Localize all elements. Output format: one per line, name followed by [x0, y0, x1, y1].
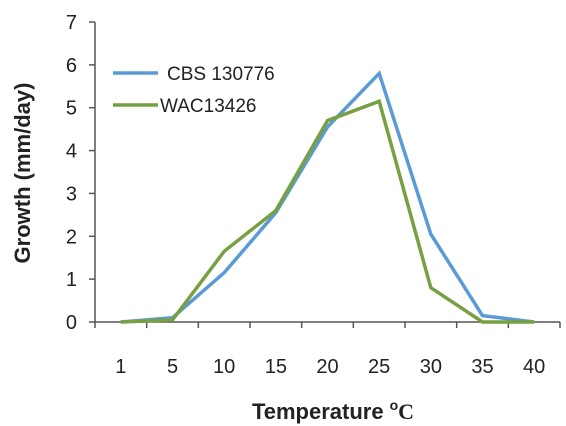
legend-label-2: WAC13426 [160, 96, 256, 117]
x-axis-title: Temperature oC [252, 397, 414, 424]
y-tick-label: 7 [66, 12, 77, 34]
legend: CBS 130776 WAC13426 [113, 64, 275, 117]
y-tick-label: 0 [66, 312, 77, 334]
y-tick-label: 5 [66, 98, 77, 120]
legend-label-1: CBS 130776 [167, 64, 275, 85]
x-tick-label: 1 [115, 356, 126, 378]
series-line-2 [120, 98, 535, 324]
x-axis-title-text: Temperature [252, 399, 384, 424]
series-line-1 [120, 70, 535, 324]
x-tick-label: 30 [420, 356, 442, 378]
x-tick-label: 20 [316, 356, 338, 378]
x-axis-title-degree: o [390, 397, 399, 413]
y-axis-title: Growth (mm/day) [10, 83, 35, 264]
y-tick-label: 2 [66, 226, 77, 248]
series-lines [120, 70, 535, 324]
x-axis-title-unit: C [398, 399, 414, 424]
x-tick-label: 5 [167, 356, 178, 378]
x-tick-label: 40 [523, 356, 545, 378]
x-tick-label: 35 [471, 356, 493, 378]
x-tick-label: 15 [265, 356, 287, 378]
x-tick-label: 10 [213, 356, 235, 378]
y-tick-label: 1 [66, 269, 77, 291]
y-tick-label: 4 [66, 141, 77, 163]
y-tick-label: 6 [66, 55, 77, 77]
y-tick-label: 3 [66, 183, 77, 205]
x-tick-label: 25 [368, 356, 390, 378]
